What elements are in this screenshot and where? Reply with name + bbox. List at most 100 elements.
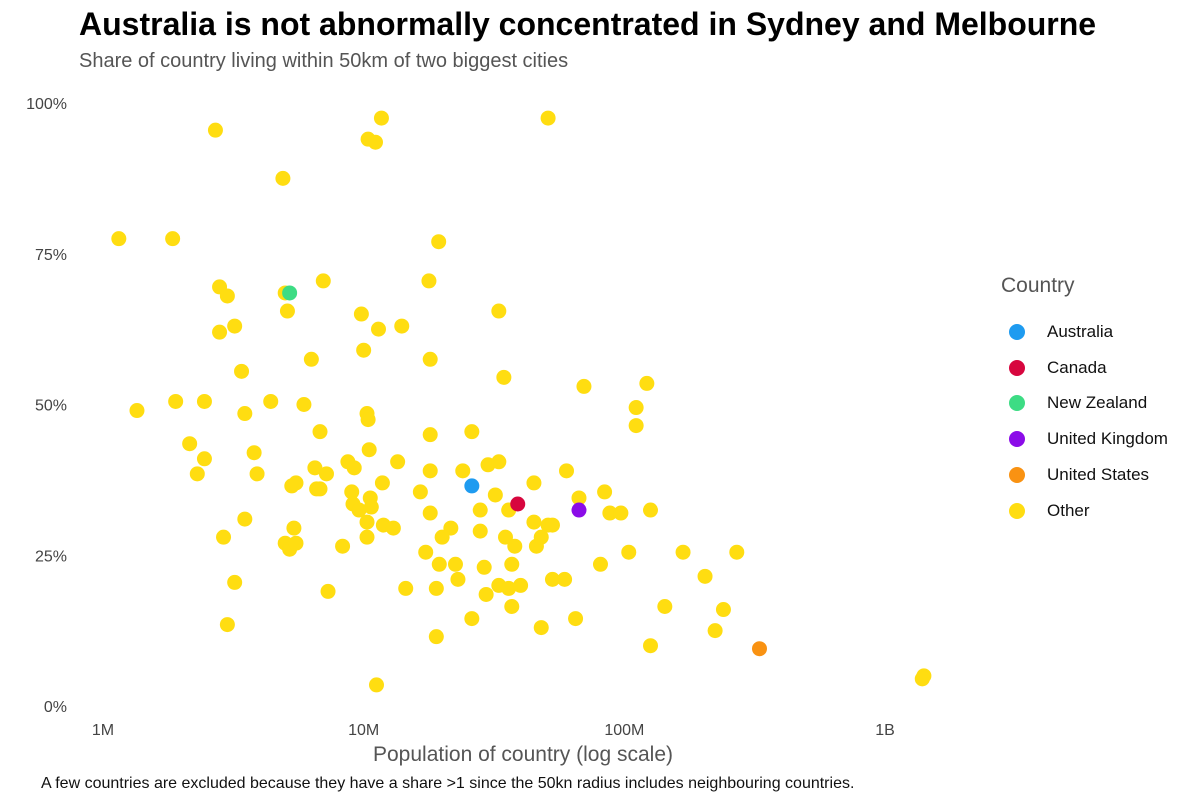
point-other <box>374 475 390 491</box>
point-other <box>367 134 383 150</box>
point-other <box>675 544 691 560</box>
point-other <box>288 535 304 551</box>
point-other <box>219 288 235 304</box>
point-other <box>628 418 644 434</box>
point-united-kingdom <box>571 502 587 518</box>
point-other <box>111 231 127 247</box>
point-other <box>246 445 262 461</box>
point-other <box>196 393 212 409</box>
legend-item-united-states: United States <box>1009 457 1168 493</box>
point-other <box>263 393 279 409</box>
x-axis-ticks: 1M 10M 100M 1B <box>92 722 895 739</box>
point-other <box>914 671 930 687</box>
point-other <box>501 580 517 596</box>
point-other <box>487 487 503 503</box>
point-other <box>464 424 480 440</box>
point-other <box>315 273 331 289</box>
x-tick-label: 100M <box>604 722 644 739</box>
point-other <box>359 514 375 530</box>
point-other <box>621 544 637 560</box>
point-other <box>478 586 494 602</box>
legend-label: Canada <box>1047 357 1107 377</box>
point-other <box>312 424 328 440</box>
point-other <box>533 620 549 636</box>
point-other <box>707 623 723 639</box>
legend: Country Australia Canada New Zealand United… <box>1001 274 1168 529</box>
point-other <box>412 484 428 500</box>
legend-label: Australia <box>1047 321 1114 341</box>
point-other <box>168 393 184 409</box>
point-other <box>385 520 401 536</box>
y-tick-label: 100% <box>26 96 67 113</box>
point-other <box>544 517 560 533</box>
point-other <box>729 544 745 560</box>
point-other <box>335 538 351 554</box>
point-other <box>568 611 584 627</box>
y-tick-label: 75% <box>35 247 67 264</box>
point-other <box>279 303 295 319</box>
point-other <box>288 475 304 491</box>
point-other <box>219 617 235 633</box>
legend-swatch <box>1009 323 1025 340</box>
point-other <box>504 556 520 572</box>
y-tick-label: 25% <box>35 548 67 565</box>
point-other <box>491 303 507 319</box>
point-other <box>307 460 323 476</box>
point-other <box>422 505 438 521</box>
point-other <box>455 463 471 479</box>
y-tick-label: 50% <box>35 398 67 415</box>
point-other <box>597 484 613 500</box>
legend-swatch <box>1009 502 1025 519</box>
point-other <box>476 559 492 575</box>
point-other <box>422 463 438 479</box>
point-other <box>227 318 243 334</box>
point-other <box>361 442 377 458</box>
point-other <box>346 460 362 476</box>
point-other <box>592 556 608 572</box>
point-other <box>576 378 592 394</box>
point-other <box>613 505 629 521</box>
point-other <box>559 463 575 479</box>
point-other <box>216 529 232 545</box>
point-other <box>234 363 250 379</box>
y-axis-ticks: 0% 25% 50% 75% 100% <box>26 96 67 716</box>
point-other <box>227 574 243 590</box>
point-other <box>398 580 414 596</box>
point-other <box>368 677 384 693</box>
point-other <box>657 599 673 615</box>
point-other <box>196 451 212 467</box>
point-other <box>207 122 223 138</box>
point-other <box>544 571 560 587</box>
point-other <box>628 400 644 416</box>
point-other <box>431 556 447 572</box>
x-tick-label: 10M <box>348 722 379 739</box>
legend-label: Other <box>1047 500 1090 520</box>
point-other <box>373 110 389 126</box>
point-united-states <box>751 641 767 657</box>
point-other <box>540 110 556 126</box>
legend-swatch <box>1009 431 1025 448</box>
point-other <box>189 466 205 482</box>
point-other <box>526 475 542 491</box>
point-other <box>286 520 302 536</box>
point-canada <box>510 496 526 512</box>
legend-item-other: Other <box>1009 493 1168 529</box>
point-other <box>639 375 655 391</box>
x-tick-label: 1B <box>875 722 895 739</box>
point-other <box>237 406 253 422</box>
point-other <box>212 324 228 340</box>
point-other <box>390 454 406 470</box>
point-other <box>450 571 466 587</box>
point-other <box>602 505 618 521</box>
legend-title: Country <box>1001 274 1075 297</box>
point-other <box>642 502 658 518</box>
chart-subtitle: Share of country living within 50km of t… <box>79 50 569 72</box>
legend-swatch <box>1009 359 1025 376</box>
point-other <box>464 611 480 627</box>
point-other <box>249 466 265 482</box>
point-other <box>513 577 529 593</box>
point-other <box>715 602 731 618</box>
point-other <box>237 511 253 527</box>
chart-title: Australia is not abnormally concentrated… <box>79 6 1097 42</box>
point-other <box>533 529 549 545</box>
